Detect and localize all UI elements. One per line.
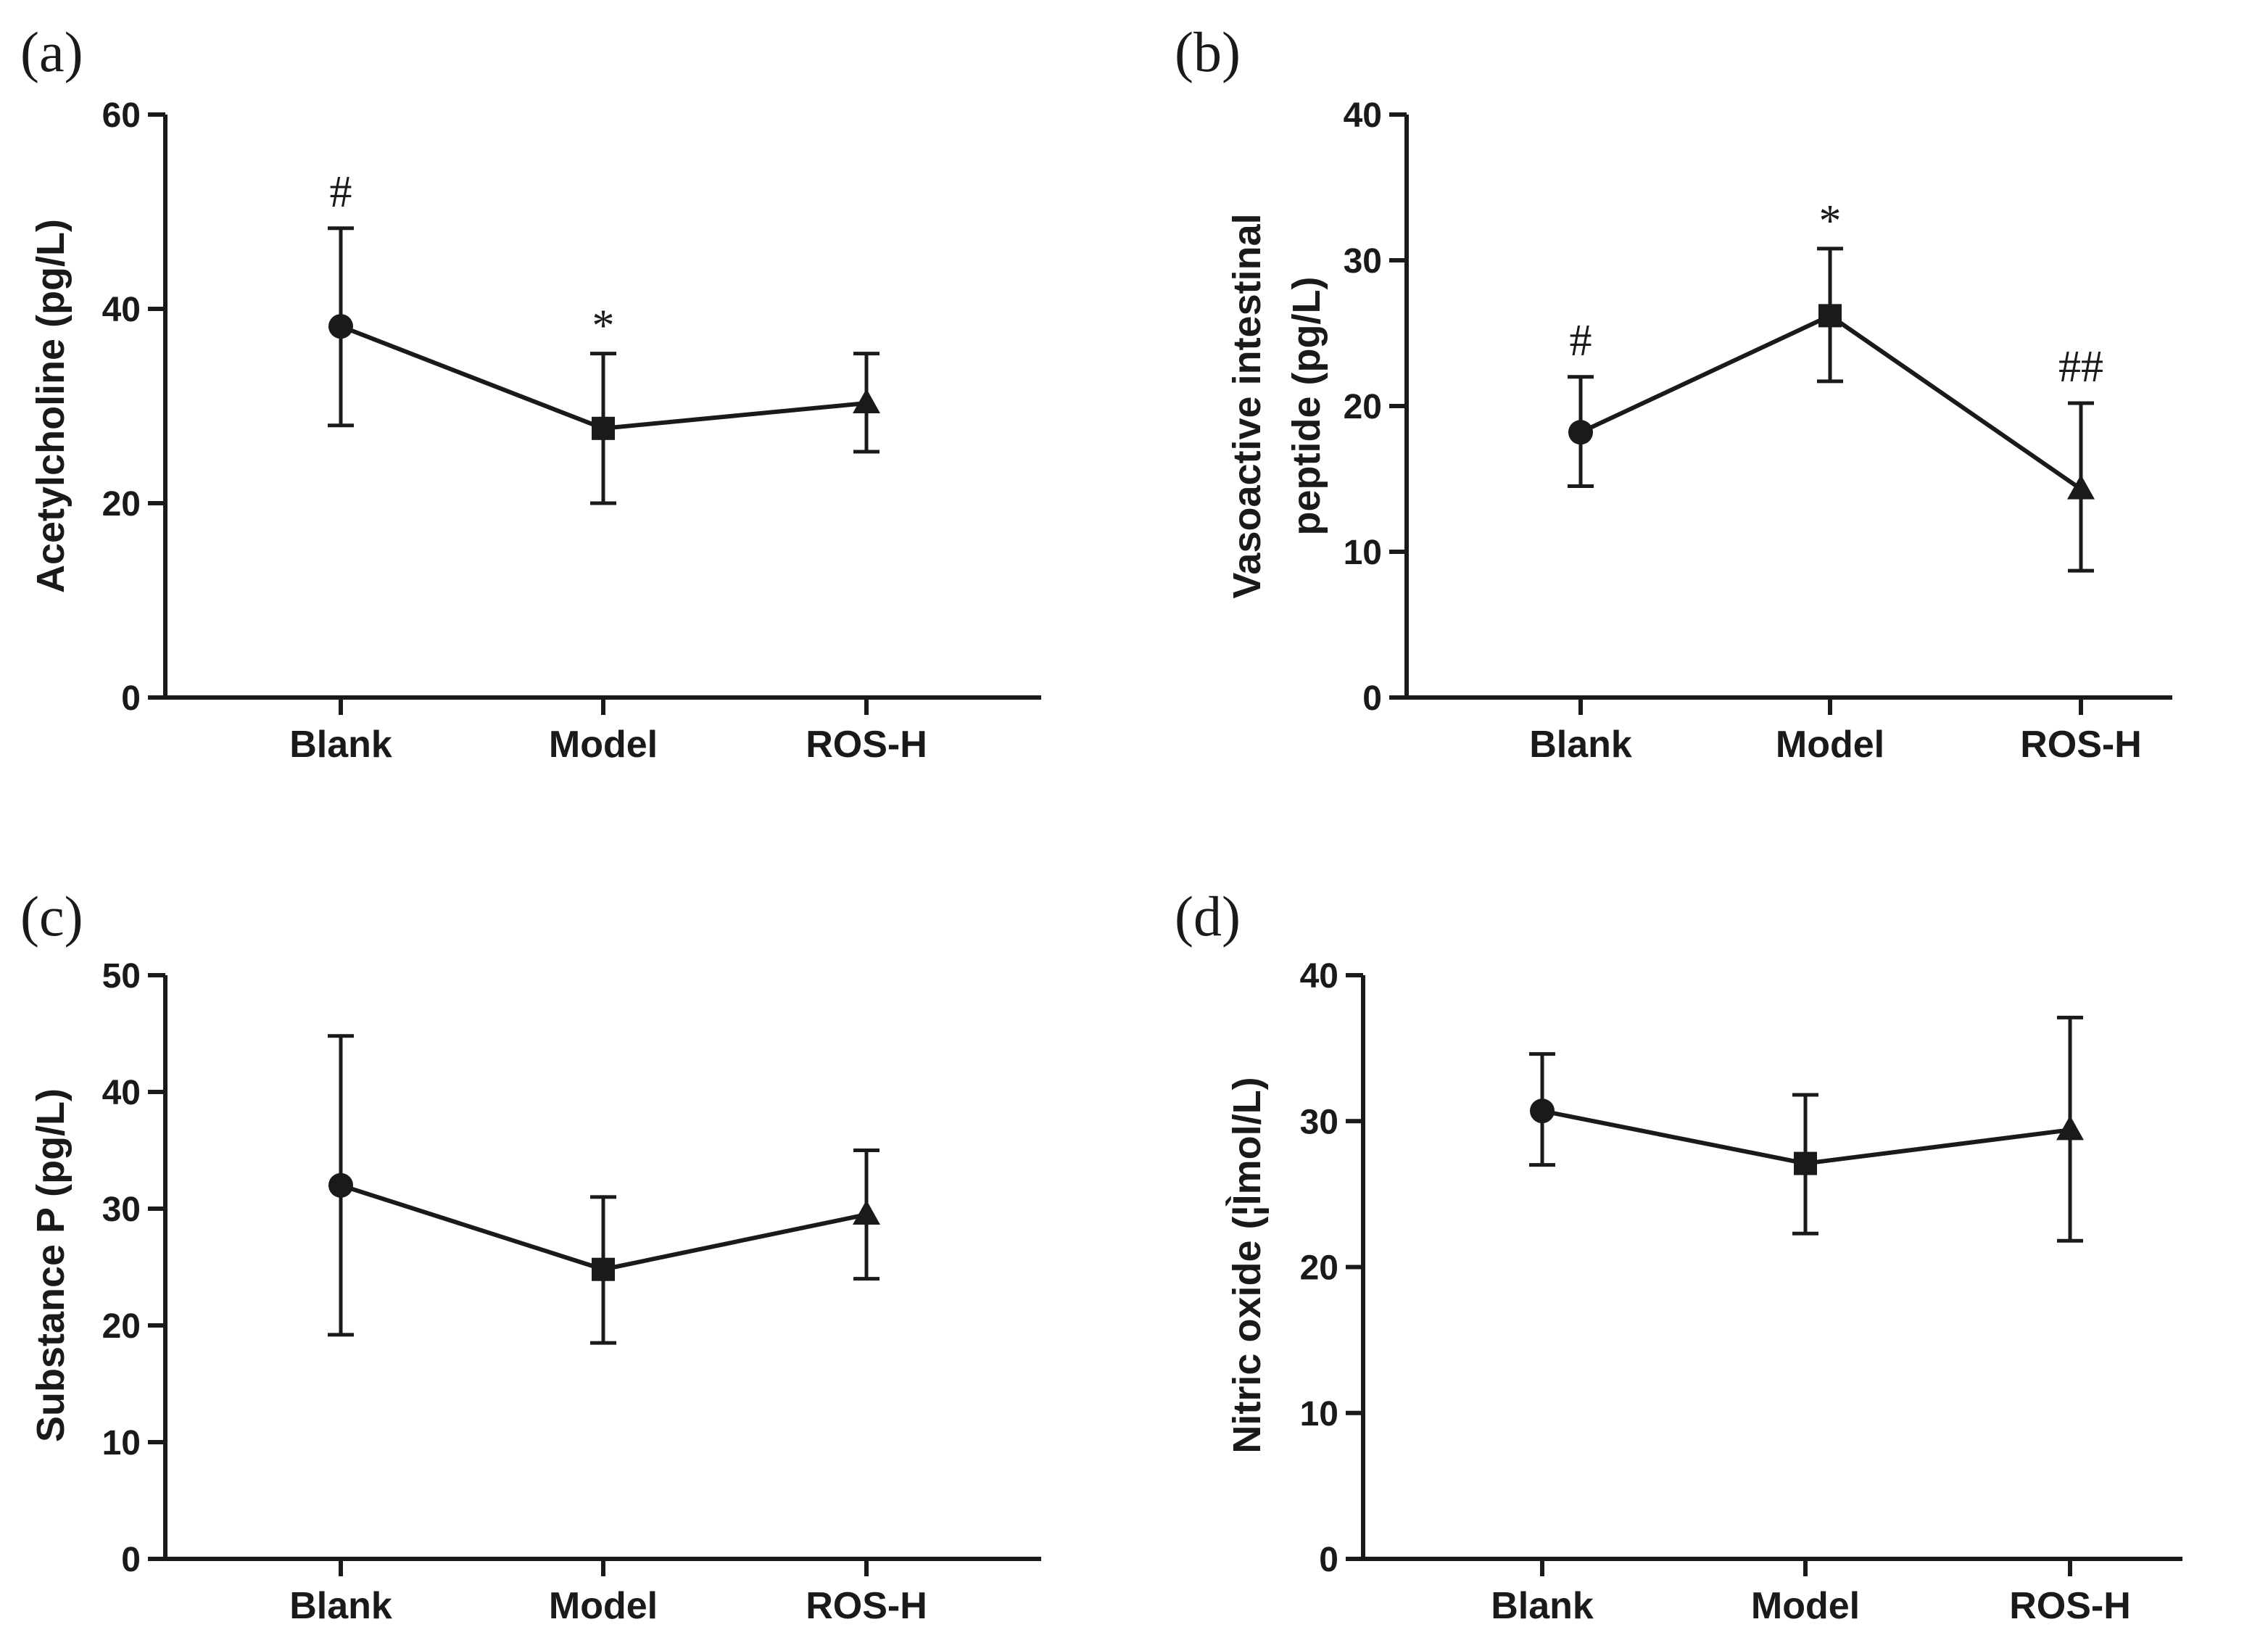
- y-tick-label: 40: [102, 291, 141, 329]
- y-tick-label: 20: [102, 485, 141, 523]
- significance-annotation: #: [330, 167, 352, 217]
- x-category-label: Model: [1751, 1585, 1860, 1627]
- data-point-triangle: [853, 388, 880, 413]
- y-tick-label: 0: [121, 679, 141, 718]
- y-tick-label: 60: [102, 96, 141, 135]
- panel-label: (c): [20, 885, 83, 948]
- y-tick-label: 30: [1344, 242, 1382, 281]
- y-tick-label: 30: [102, 1191, 141, 1229]
- y-tick-label: 30: [1300, 1103, 1338, 1141]
- y-tick-label: 20: [102, 1307, 141, 1346]
- data-point-square: [1794, 1151, 1817, 1175]
- y-tick-label: 50: [102, 957, 141, 996]
- x-category-label: ROS-H: [806, 1585, 927, 1627]
- y-axis-title: Vasoactive intestinal: [1225, 213, 1269, 598]
- data-point-triangle: [853, 1200, 880, 1225]
- x-category-label: ROS-H: [806, 724, 927, 766]
- data-point-triangle: [2056, 1115, 2084, 1141]
- x-category-label: ROS-H: [2020, 724, 2142, 766]
- y-tick-label: 10: [102, 1424, 141, 1462]
- y-tick-label: 0: [1362, 679, 1382, 718]
- x-category-label: Model: [549, 1585, 658, 1627]
- panel-label: (b): [1175, 20, 1241, 83]
- x-category-label: Blank: [1491, 1585, 1594, 1627]
- x-category-label: Model: [549, 724, 658, 766]
- y-axis-title: Acetylcholine (pg/L): [29, 219, 73, 593]
- x-category-label: Blank: [289, 1585, 392, 1627]
- significance-annotation: *: [592, 302, 615, 351]
- data-point-square: [592, 1257, 615, 1281]
- panel-d: (d) 0 10 20 30 40 Blank Model ROS-H Nitric oxide …: [1175, 885, 2182, 1627]
- data-point-square: [592, 416, 615, 440]
- data-point-circle: [1568, 420, 1593, 445]
- significance-annotation: ##: [2058, 342, 2103, 392]
- y-axis-title: peptide (pg/L): [1285, 277, 1328, 536]
- x-category-label: Blank: [289, 724, 392, 766]
- data-point-circle: [1530, 1098, 1555, 1124]
- x-category-label: Blank: [1529, 724, 1632, 766]
- y-tick-label: 40: [1300, 957, 1338, 996]
- y-tick-label: 0: [1319, 1541, 1338, 1579]
- data-point-circle: [328, 1172, 353, 1198]
- y-tick-label: 40: [1344, 96, 1382, 135]
- data-point-square: [1818, 304, 1842, 328]
- data-point-triangle: [2067, 474, 2095, 500]
- y-axis-title: Nitric oxide (¦Ìmol/L): [1225, 1077, 1269, 1453]
- y-tick-label: 20: [1300, 1249, 1338, 1288]
- panel-label: (a): [20, 20, 83, 83]
- y-tick-label: 20: [1344, 388, 1382, 426]
- significance-annotation: *: [1819, 196, 1842, 246]
- panel-c: (c) 0 10 20 30 40 50 Blank Model ROS-H Substance P…: [20, 885, 1041, 1627]
- y-tick-label: 0: [121, 1541, 141, 1579]
- y-tick-label: 10: [1300, 1395, 1338, 1433]
- y-tick-label: 40: [102, 1074, 141, 1112]
- significance-annotation: #: [1570, 316, 1592, 365]
- x-category-label: ROS-H: [2009, 1585, 2131, 1627]
- x-category-label: Model: [1776, 724, 1884, 766]
- y-tick-label: 10: [1344, 534, 1382, 572]
- panel-label: (d): [1175, 885, 1241, 948]
- y-axis-title: Substance P (pg/L): [29, 1088, 73, 1442]
- data-point-circle: [328, 314, 353, 339]
- panel-b: (b) 0 10 20 30 40 Blank Model ROS-H Vasoactive in…: [1175, 20, 2172, 766]
- panel-a: (a) 0 20 40 60 Blank Model ROS-H Acetylcholine (…: [20, 20, 1041, 766]
